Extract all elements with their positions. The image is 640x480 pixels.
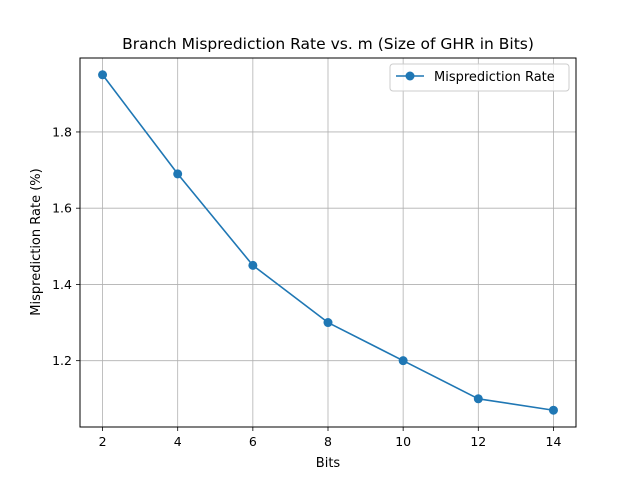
data-point <box>248 260 258 270</box>
data-point <box>548 405 558 415</box>
legend: Misprediction Rate <box>389 63 570 92</box>
x-tick-label: 2 <box>99 434 107 449</box>
x-tick-label: 6 <box>249 434 257 449</box>
x-tick-label: 10 <box>395 434 411 449</box>
y-axis-label: Misprediction Rate (%) <box>29 168 44 315</box>
y-tick-label: 1.8 <box>52 124 72 139</box>
legend-label: Misprediction Rate <box>434 70 555 85</box>
x-axis-label: Bits <box>316 456 341 471</box>
chart-title: Branch Misprediction Rate vs. m (Size of… <box>122 35 534 53</box>
y-tick-label: 1.4 <box>52 277 72 292</box>
data-point <box>98 70 108 80</box>
y-axis: 1.2 1.4 1.6 1.8 <box>52 124 80 368</box>
y-tick-label: 1.2 <box>52 353 72 368</box>
x-tick-label: 14 <box>546 434 562 449</box>
x-tick-label: 8 <box>324 434 332 449</box>
y-tick-label: 1.6 <box>52 201 72 216</box>
legend-box <box>389 63 570 92</box>
plot-area <box>98 70 558 415</box>
x-axis: 2 4 6 8 10 12 14 <box>99 427 562 449</box>
legend-marker <box>405 71 415 81</box>
grid <box>80 58 576 427</box>
x-tick-label: 4 <box>174 434 182 449</box>
data-point <box>473 394 483 404</box>
data-point <box>323 318 333 328</box>
data-point <box>398 356 408 366</box>
x-tick-label: 12 <box>470 434 486 449</box>
data-point <box>173 169 183 179</box>
